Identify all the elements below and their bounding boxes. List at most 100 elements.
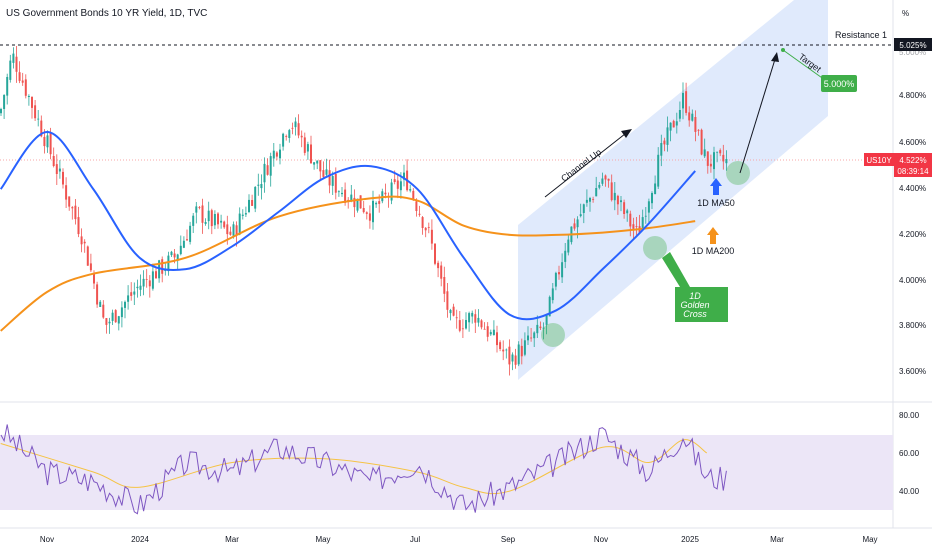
candle [130, 292, 133, 296]
candle [675, 121, 678, 126]
candle [359, 195, 362, 209]
candle [486, 326, 489, 337]
candle [189, 225, 192, 242]
candle [148, 280, 151, 287]
candle [440, 265, 443, 279]
candle [344, 189, 347, 203]
candle [145, 279, 148, 280]
y-tick: 5.000% [899, 48, 926, 57]
candle [564, 250, 567, 262]
candle [709, 163, 712, 167]
x-tick: Sep [501, 535, 516, 544]
candle [539, 326, 542, 329]
candle [328, 170, 331, 186]
candle [399, 181, 402, 191]
candle [616, 195, 619, 205]
candle [409, 189, 412, 191]
candle [582, 204, 585, 213]
candle [474, 314, 477, 323]
candle [37, 118, 40, 120]
candle [533, 332, 536, 339]
candle [220, 220, 223, 223]
candle [217, 213, 219, 225]
golden-cross-line-3: Cross [683, 309, 707, 319]
candle [207, 210, 210, 222]
candle [523, 340, 526, 355]
candle [471, 312, 474, 317]
candle [697, 129, 700, 131]
candle [275, 152, 278, 157]
candle [179, 245, 182, 255]
candle [502, 349, 505, 352]
candle [601, 178, 604, 184]
candle [313, 162, 316, 165]
candle [142, 278, 145, 287]
candle [589, 198, 591, 202]
candle [508, 346, 511, 365]
candle [725, 159, 728, 164]
candle [319, 160, 322, 172]
candle [666, 127, 669, 145]
rsi-line [0, 424, 727, 515]
resistance-label: Resistance 1 [835, 30, 887, 40]
rsi-ma-line [0, 439, 708, 495]
candle [93, 273, 95, 284]
candle [492, 329, 495, 335]
candle [641, 217, 644, 230]
candle [65, 185, 68, 200]
candle [458, 320, 461, 331]
candle [18, 72, 21, 81]
candle [58, 168, 61, 172]
candle [620, 200, 622, 203]
candle [477, 317, 480, 323]
candle [654, 183, 657, 195]
candle [465, 320, 467, 329]
candle [195, 206, 198, 213]
percent-label: % [902, 9, 909, 18]
candle [375, 202, 378, 205]
candle [241, 214, 244, 216]
candle [567, 239, 570, 253]
candle [192, 215, 195, 226]
candle [89, 263, 92, 271]
candle [62, 171, 64, 185]
candle [356, 198, 359, 211]
candle [483, 328, 486, 330]
ma50-label: 1D MA50 [697, 198, 735, 208]
candle [238, 213, 241, 235]
candle [279, 149, 281, 159]
candle [248, 199, 250, 212]
candle [21, 80, 24, 83]
candle [573, 223, 576, 229]
candle [257, 184, 260, 186]
candle [31, 97, 33, 108]
retest-highlight [726, 161, 750, 185]
candle [204, 222, 207, 224]
candle [341, 192, 343, 195]
candle [198, 207, 201, 208]
candle [337, 191, 340, 193]
candle [251, 200, 254, 206]
candle [235, 225, 238, 236]
candle [43, 136, 46, 147]
candle [201, 205, 204, 223]
candle [102, 304, 105, 318]
candle [694, 117, 697, 132]
candle [151, 271, 154, 289]
candle [15, 56, 18, 72]
candle [6, 77, 9, 96]
candle [111, 312, 114, 321]
candle [561, 262, 564, 278]
candle [623, 202, 626, 214]
current-price-box [894, 153, 932, 177]
candle [291, 127, 294, 129]
candle [520, 345, 523, 357]
price-axis: 4.800% 4.600% 4.400% 4.200% 4.000% 3.800… [899, 48, 926, 376]
bottom-highlight [541, 323, 565, 347]
candle [266, 165, 269, 175]
candle [545, 314, 548, 325]
candle [133, 291, 136, 295]
candle [272, 150, 275, 159]
